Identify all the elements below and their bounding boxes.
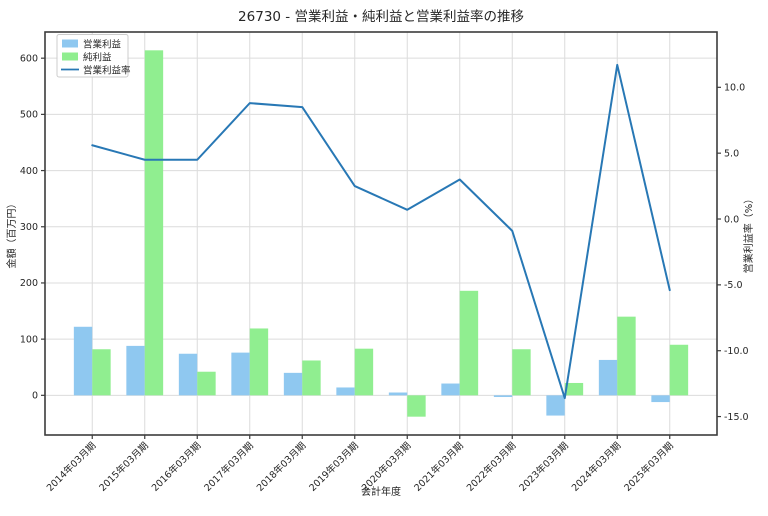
line-operating-margin bbox=[91, 63, 671, 400]
bar-operating-profit-2015年03月期 bbox=[126, 345, 145, 396]
left-tick-label: 100 bbox=[20, 334, 38, 345]
x-tick-label: 2022年03月期 bbox=[464, 440, 518, 494]
x-tick-label: 2017年03月期 bbox=[202, 440, 256, 494]
bar-operating-profit-2014年03月期 bbox=[73, 326, 93, 396]
left-tick-label: 600 bbox=[20, 53, 38, 64]
left-tick-label: 300 bbox=[20, 222, 38, 233]
bar-net-profit-2017年03月期 bbox=[249, 328, 269, 396]
x-tick-label: 2024年03月期 bbox=[569, 440, 623, 494]
right-tick-label: 0.0 bbox=[724, 214, 739, 225]
right-y-axis-label: 営業利益率（%） bbox=[742, 194, 755, 274]
legend-swatch-net-profit bbox=[62, 52, 78, 61]
plot-border bbox=[44, 31, 718, 436]
bar-net-profit-2021年03月期 bbox=[459, 290, 479, 396]
legend-swatch-operating-profit bbox=[62, 39, 78, 48]
legend-label-margin: 営業利益率 bbox=[83, 65, 131, 77]
bar-net-profit-2019年03月期 bbox=[354, 348, 374, 396]
x-tick-label: 2014年03月期 bbox=[44, 440, 98, 494]
bar-net-profit-2025年03月期 bbox=[669, 344, 689, 396]
x-tick-label: 2023年03月期 bbox=[517, 440, 571, 494]
axes-ticks-layer: 0 100 200 300 400 500 600 -15.0 -10.0 -5.0 0.0 5.0 1… bbox=[20, 31, 749, 494]
x-tick-label: 2019年03月期 bbox=[307, 440, 361, 494]
legend: 営業利益 純利益 営業利益率 bbox=[56, 34, 131, 78]
legend-label-operating-profit: 営業利益 bbox=[83, 39, 122, 51]
bar-operating-profit-2024年03月期 bbox=[598, 359, 618, 396]
right-tick-label: -5.0 bbox=[724, 280, 743, 291]
left-tick-label: 400 bbox=[20, 166, 38, 177]
x-tick-label: 2018年03月期 bbox=[254, 440, 308, 494]
bar-net-profit-2016年03月期 bbox=[197, 371, 216, 396]
bar-operating-profit-2018年03月期 bbox=[283, 372, 303, 396]
bar-operating-profit-2016年03月期 bbox=[178, 353, 198, 396]
left-tick-label: 0 bbox=[32, 391, 38, 402]
bar-net-profit-2014年03月期 bbox=[92, 349, 111, 396]
x-tick-label: 2016年03月期 bbox=[149, 440, 203, 494]
bar-operating-profit-2021年03月期 bbox=[441, 383, 460, 396]
bar-series-layer bbox=[73, 50, 689, 417]
bar-operating-profit-2022年03月期 bbox=[493, 395, 513, 398]
right-tick-label: 10.0 bbox=[724, 83, 745, 94]
right-tick-label: -10.0 bbox=[724, 346, 749, 357]
left-y-axis-label: 金額（百万円） bbox=[5, 199, 18, 269]
right-tick-label: -15.0 bbox=[724, 412, 749, 423]
bar-net-profit-2024年03月期 bbox=[617, 316, 636, 396]
left-tick-label: 500 bbox=[20, 110, 38, 121]
bar-net-profit-2020年03月期 bbox=[407, 395, 426, 417]
bar-operating-profit-2023年03月期 bbox=[546, 395, 565, 416]
bar-net-profit-2018年03月期 bbox=[302, 360, 321, 396]
bar-operating-profit-2020年03月期 bbox=[388, 392, 408, 396]
x-tick-label: 2020年03月期 bbox=[359, 440, 413, 494]
bar-operating-profit-2025年03月期 bbox=[651, 395, 670, 403]
line-series-layer bbox=[91, 63, 671, 400]
x-axis-label: 会計年度 bbox=[361, 485, 401, 498]
bar-net-profit-2015年03月期 bbox=[144, 50, 164, 396]
chart-title: 26730 - 営業利益・純利益と営業利益率の推移 bbox=[238, 8, 524, 25]
bar-operating-profit-2017年03月期 bbox=[231, 352, 250, 396]
x-tick-label: 2015年03月期 bbox=[97, 440, 151, 494]
bar-net-profit-2022年03月期 bbox=[512, 349, 531, 396]
x-tick-label: 2021年03月期 bbox=[412, 440, 466, 494]
x-tick-label: 2025年03月期 bbox=[622, 440, 676, 494]
left-tick-label: 200 bbox=[20, 278, 38, 289]
bar-operating-profit-2019年03月期 bbox=[336, 387, 355, 396]
legend-label-net-profit: 純利益 bbox=[83, 52, 112, 64]
right-tick-label: 5.0 bbox=[724, 148, 739, 159]
bar-net-profit-2023年03月期 bbox=[564, 382, 584, 396]
